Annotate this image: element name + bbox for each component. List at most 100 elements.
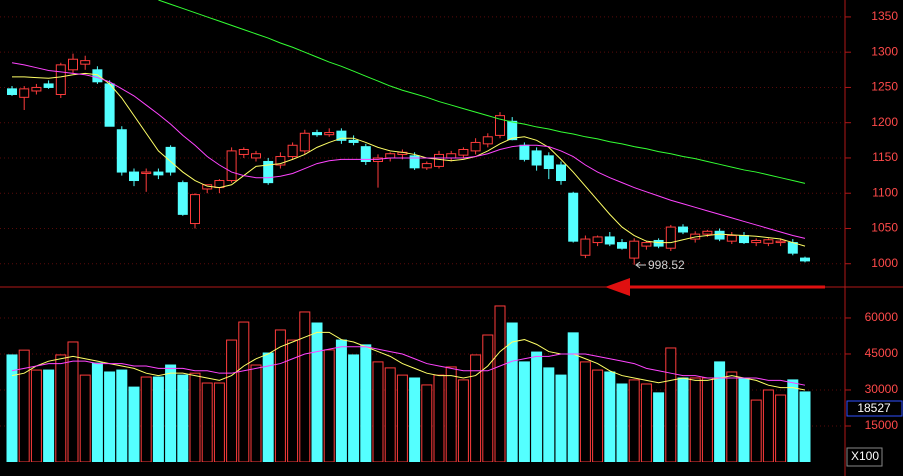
candle-body [55, 64, 66, 95]
candle-body [336, 130, 347, 141]
candle-body [19, 88, 30, 98]
volume-bar [762, 389, 774, 462]
candle-body [129, 171, 139, 182]
volume-bar [555, 374, 567, 462]
candle-body [141, 171, 152, 174]
candle-body [531, 150, 542, 166]
volume-bar [67, 341, 79, 462]
price-panel [0, 0, 845, 265]
candle-body [434, 153, 444, 167]
moving-average-line [12, 72, 806, 247]
volume-bar [531, 351, 543, 462]
y-tick-label: 1050 [871, 221, 898, 235]
candle-body [470, 141, 481, 152]
volume-bar [335, 339, 347, 462]
volume-bar [494, 305, 506, 462]
volume-bar [311, 322, 323, 462]
volume-bar [592, 369, 604, 462]
volume-bar [116, 369, 128, 462]
volume-bar [604, 371, 616, 462]
volume-bar [470, 354, 482, 462]
volume-bar [421, 384, 433, 462]
arrow-head [605, 278, 630, 296]
volume-bar [43, 369, 55, 462]
candle-body [617, 242, 627, 249]
volume-bar [750, 399, 762, 462]
volume-bar [384, 367, 396, 462]
candle-body [92, 69, 103, 83]
volume-bar [409, 377, 421, 462]
volume-bar [79, 374, 91, 462]
candle-body [68, 58, 78, 71]
volume-bar [213, 382, 225, 462]
candle-body [299, 132, 310, 152]
y-tick-label: 30000 [865, 382, 899, 396]
candle-body [421, 163, 432, 169]
candle-body [726, 235, 737, 242]
volume-bar [201, 382, 213, 462]
candle-body [629, 240, 640, 259]
moving-average-line [11, 331, 806, 391]
volume-bar [396, 374, 408, 462]
volume-bar [18, 349, 30, 462]
volume-bar [640, 383, 652, 462]
y-tick-label: 1200 [871, 115, 898, 129]
moving-average-line [11, 62, 806, 239]
volume-bar [128, 386, 140, 462]
volume-bar [348, 354, 360, 462]
candle-body [604, 236, 615, 245]
candle-body [104, 83, 115, 127]
volume-bar [30, 369, 42, 462]
candle-body [763, 239, 774, 244]
candle-body [702, 230, 713, 235]
candle-body [641, 242, 652, 247]
moving-average-line [11, 346, 806, 386]
candle-body [7, 88, 17, 95]
candle-body [238, 148, 249, 155]
candle-body [263, 160, 274, 184]
candle-body [507, 120, 518, 141]
candle-body [116, 129, 127, 173]
candle-body [409, 155, 420, 169]
candle-body [653, 239, 664, 247]
volume-bar [738, 377, 750, 462]
y-tick-label: 1250 [871, 80, 898, 94]
volume-bar [140, 376, 152, 462]
volume-bar [433, 374, 445, 462]
volume-bar [299, 311, 311, 462]
volume-bar [579, 361, 591, 462]
volume-bar [665, 347, 677, 462]
volume-bar [677, 377, 689, 462]
candle-body [543, 155, 554, 170]
candle-body [165, 146, 176, 173]
y-tick-label: 1150 [872, 150, 898, 164]
annotation-pointer-head [635, 261, 641, 269]
low-annotation: 998.52 [648, 258, 685, 272]
candle-body [556, 164, 566, 182]
candle-body [458, 148, 469, 156]
candle-body [519, 144, 530, 160]
y-tick-label: 1100 [872, 185, 898, 199]
volume-bar [689, 377, 701, 462]
volume-bar [104, 371, 116, 462]
candle-body [568, 192, 579, 242]
volume-bar [287, 339, 299, 462]
candle-body [482, 136, 493, 145]
volume-bar [274, 329, 286, 462]
axes: 1000 1050 1100 1150 1200 1250 1300 1350 15000 300… [845, 9, 898, 432]
volume-bar [360, 344, 372, 462]
volume-bar [799, 391, 811, 462]
moving-average-line [158, 0, 806, 184]
volume-bar [177, 374, 189, 462]
volume-bar [226, 339, 238, 462]
candle-body [580, 238, 591, 256]
y-tick-label: 45000 [865, 346, 899, 360]
candle-body [312, 132, 322, 136]
unit-label: X100 [851, 449, 879, 463]
candle-body [177, 182, 188, 215]
candle-body [275, 156, 286, 166]
y-tick-label: 15000 [865, 418, 899, 432]
volume-bar [262, 352, 274, 462]
candle-body [751, 239, 762, 244]
volume-bar [787, 379, 799, 462]
